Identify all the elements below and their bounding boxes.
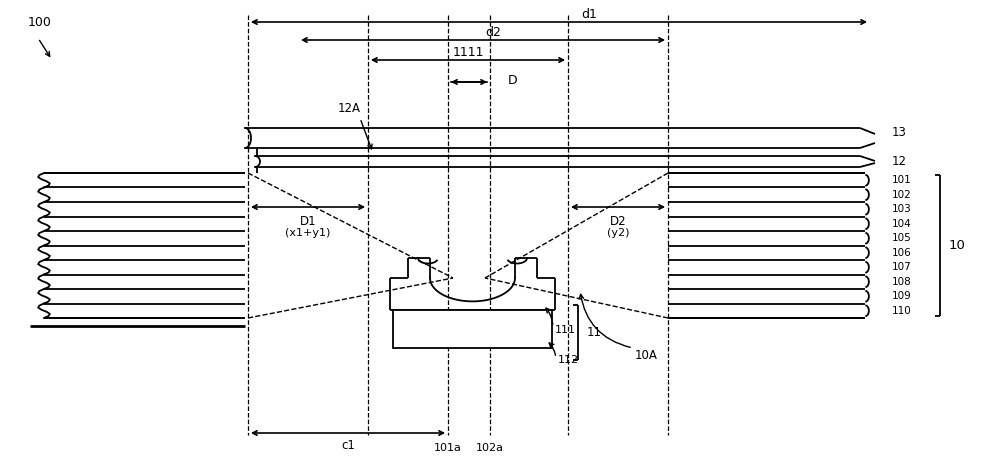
Text: 103: 103 — [892, 204, 912, 214]
Text: 112: 112 — [558, 355, 579, 365]
Text: D1: D1 — [300, 214, 316, 227]
Text: 107: 107 — [892, 262, 912, 272]
Text: 12: 12 — [892, 154, 907, 167]
Text: 110: 110 — [892, 306, 912, 316]
Text: 105: 105 — [892, 233, 912, 243]
Text: 111: 111 — [555, 325, 576, 335]
Text: 1111: 1111 — [452, 46, 484, 59]
Text: d1: d1 — [581, 7, 597, 20]
Text: 102: 102 — [892, 190, 912, 200]
Text: 11: 11 — [587, 326, 602, 339]
Text: 109: 109 — [892, 291, 912, 301]
Text: D2: D2 — [610, 214, 626, 227]
Text: 104: 104 — [892, 219, 912, 229]
Bar — [393, 310, 552, 348]
Text: 101: 101 — [892, 175, 912, 185]
Text: 101a: 101a — [434, 443, 462, 453]
Text: 13: 13 — [892, 126, 907, 139]
Text: 12A: 12A — [338, 101, 361, 114]
Text: (y2): (y2) — [607, 228, 629, 238]
Text: 102a: 102a — [476, 443, 504, 453]
Text: 100: 100 — [28, 15, 52, 28]
Text: 10A: 10A — [635, 348, 658, 361]
Text: 108: 108 — [892, 277, 912, 287]
Text: (x1+y1): (x1+y1) — [285, 228, 331, 238]
Text: D: D — [508, 73, 518, 86]
Text: 106: 106 — [892, 248, 912, 258]
Text: 10: 10 — [949, 239, 966, 252]
Text: c1: c1 — [341, 438, 355, 452]
Text: d2: d2 — [485, 26, 501, 39]
